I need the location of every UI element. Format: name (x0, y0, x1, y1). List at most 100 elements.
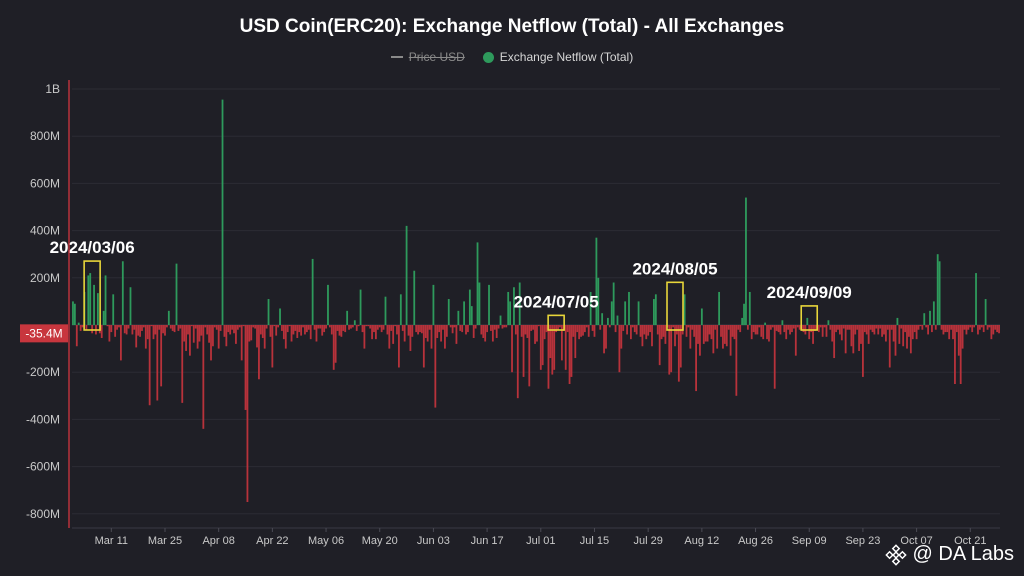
netflow-bar (313, 325, 316, 330)
netflow-bar (875, 325, 878, 329)
netflow-bar (955, 325, 958, 333)
netflow-bar (158, 325, 161, 330)
netflow-bar (388, 325, 391, 349)
netflow-bar (706, 325, 709, 342)
netflow-bar (583, 325, 586, 333)
netflow-bar (746, 325, 749, 330)
netflow-bar (413, 270, 416, 325)
annotation-label: 2024/09/09 (767, 283, 852, 302)
netflow-bar (177, 325, 180, 331)
netflow-bar (990, 325, 993, 340)
netflow-bar (948, 325, 951, 340)
annotation-box (800, 305, 819, 331)
netflow-bar (988, 325, 991, 328)
legend-item-netflow[interactable]: Exchange Netflow (Total) (482, 50, 633, 64)
netflow-bar (564, 325, 567, 370)
netflow-bar (559, 325, 561, 328)
netflow-bar (304, 325, 306, 335)
netflow-bar (491, 325, 494, 342)
netflow-bar (152, 325, 155, 340)
netflow-bar (568, 325, 571, 384)
netflow-bar (137, 325, 140, 336)
netflow-bar (317, 325, 320, 329)
netflow-bar (620, 325, 623, 349)
x-tick-label: Apr 08 (202, 535, 234, 547)
netflow-bar (215, 325, 218, 330)
netflow-bar (852, 325, 855, 354)
netflow-bar (934, 325, 937, 330)
netflow-bar (775, 325, 778, 331)
netflow-bar (992, 325, 995, 335)
netflow-bar (768, 325, 770, 342)
netflow-bar (614, 325, 617, 333)
netflow-bar (112, 294, 115, 325)
netflow-bar (108, 325, 111, 342)
netflow-bar (309, 325, 312, 340)
netflow-bar (750, 325, 753, 340)
netflow-bar (139, 325, 141, 337)
netflow-bar (603, 325, 605, 354)
annotation-label: 2024/03/06 (50, 238, 135, 257)
netflow-bar (434, 325, 437, 408)
netflow-bar (986, 325, 989, 330)
netflow-bar (319, 325, 322, 329)
netflow-bar (631, 325, 634, 328)
netflow-bar (267, 299, 270, 325)
netflow-bar (96, 293, 99, 325)
netflow-bar (637, 301, 640, 325)
netflow-bar (185, 325, 187, 351)
netflow-bar (557, 325, 559, 330)
netflow-bar (994, 325, 997, 330)
netflow-bar (135, 325, 138, 348)
netflow-bar (865, 325, 868, 335)
netflow-bar (580, 325, 582, 337)
netflow-bar (879, 325, 882, 329)
netflow-bar (472, 325, 475, 338)
netflow-bar (789, 325, 791, 335)
netflow-bar (883, 325, 885, 335)
x-tick-label: Jun 03 (417, 535, 450, 547)
netflow-bar (837, 325, 839, 330)
netflow-bar (658, 325, 661, 366)
netflow-bar (465, 325, 467, 335)
netflow-bar (585, 325, 588, 328)
netflow-bar (334, 325, 337, 363)
netflow-bar (862, 325, 864, 377)
netflow-bar (712, 325, 715, 354)
netflow-bar (549, 325, 552, 359)
netflow-bar (555, 325, 558, 333)
netflow-bar (497, 325, 500, 329)
netflow-bar (528, 325, 531, 387)
netflow-bar (415, 325, 418, 333)
netflow-bar (938, 261, 941, 325)
netflow-bar (252, 325, 255, 328)
netflow-bar (344, 325, 347, 333)
netflow-bar (952, 325, 954, 340)
netflow-bar (779, 325, 782, 335)
netflow-bar (166, 325, 168, 328)
netflow-bar (553, 325, 556, 370)
netflow-bar (927, 325, 929, 335)
netflow-bar (622, 325, 625, 331)
netflow-bar (894, 325, 897, 356)
netflow-bar (493, 325, 496, 330)
netflow-bar (909, 325, 912, 354)
netflow-bar (236, 325, 239, 330)
netflow-bar (572, 325, 575, 337)
netflow-bar (104, 275, 107, 325)
netflow-bar (925, 325, 928, 328)
annotation-label: 2024/08/05 (632, 259, 717, 278)
netflow-bar (729, 325, 732, 356)
netflow-bar (365, 325, 368, 327)
legend-item-price[interactable]: Price USD (390, 50, 465, 64)
netflow-bar (961, 325, 964, 349)
netflow-bar (902, 325, 905, 347)
netflow-bar (513, 287, 515, 325)
netflow-bar (486, 325, 489, 333)
netflow-bar (292, 325, 295, 335)
netflow-bar (189, 325, 191, 356)
netflow-bar (242, 325, 245, 327)
netflow-bar (91, 325, 94, 334)
netflow-bar (181, 325, 184, 403)
netflow-bar (321, 325, 324, 336)
